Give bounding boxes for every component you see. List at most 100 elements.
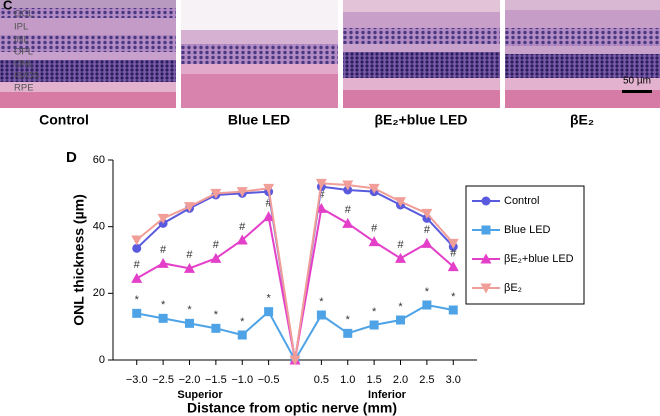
x-tick-label: 1.5: [366, 374, 381, 386]
point-label: *: [161, 299, 166, 311]
marker: [395, 197, 407, 208]
series-line: [136, 182, 455, 361]
series-line: [136, 303, 454, 363]
legend-label: βE₂+blue LED: [504, 253, 574, 265]
panel-label: C: [3, 0, 13, 12]
marker: [236, 187, 248, 198]
x-tick-label: 2.0: [393, 374, 408, 386]
marker: [131, 235, 143, 246]
marker: [368, 236, 380, 247]
point-label: *: [346, 314, 351, 326]
marker: [210, 188, 222, 199]
marker: [211, 323, 221, 333]
marker: [316, 310, 326, 320]
marker: [342, 180, 354, 191]
marker: [447, 238, 459, 249]
marker: [263, 183, 275, 194]
marker: [422, 300, 432, 310]
marker: [183, 202, 195, 213]
point-label: *: [135, 294, 140, 306]
x-tick-label: −0.5: [258, 374, 280, 386]
marker: [132, 243, 142, 253]
image-be2: [505, 0, 660, 108]
marker: [157, 257, 169, 268]
point-label: *: [187, 304, 192, 316]
image-control: [0, 0, 176, 108]
marker: [396, 315, 406, 325]
region-label: Superior: [177, 389, 223, 401]
x-tick-label: 1.0: [340, 374, 355, 386]
x-tick-label: 2.5: [419, 374, 434, 386]
point-label: #: [134, 259, 141, 271]
marker: [480, 283, 492, 294]
image-caption: βE₂+blue LED: [375, 112, 468, 128]
point-label: *: [214, 309, 219, 321]
point-label: #: [266, 198, 273, 210]
layer-label: RPE: [14, 83, 34, 94]
x-tick-label: 3.0: [446, 374, 461, 386]
point-label: *: [319, 296, 324, 308]
marker: [448, 305, 458, 315]
point-label: *: [425, 286, 430, 298]
marker: [184, 318, 194, 328]
legend-label: Blue LED: [504, 224, 551, 236]
point-label: #: [424, 224, 431, 236]
layer-label: GCL: [14, 9, 34, 20]
x-tick-label: −1.5: [205, 374, 227, 386]
point-label: #: [160, 244, 167, 256]
point-label: #: [397, 239, 404, 251]
marker: [342, 217, 354, 228]
point-label: #: [239, 221, 246, 233]
marker: [264, 307, 274, 317]
marker: [157, 213, 169, 224]
marker: [236, 234, 248, 245]
marker: [481, 225, 491, 235]
image-be2-blue-led: [343, 0, 500, 108]
marker: [263, 211, 275, 222]
marker: [395, 252, 407, 263]
y-tick-label: 40: [93, 221, 105, 233]
y-tick-label: 20: [93, 287, 105, 299]
marker: [368, 183, 380, 194]
marker: [289, 355, 301, 366]
image-caption: Blue LED: [228, 112, 290, 128]
image-blue-led: [181, 0, 338, 108]
marker: [481, 196, 491, 206]
layer-label: OPL: [14, 47, 33, 58]
series-line: [136, 206, 454, 361]
marker: [315, 178, 327, 189]
layer-label: ONL: [14, 59, 34, 70]
layer-label: IPL: [14, 22, 28, 33]
y-axis-label: ONL thickness (µm): [71, 194, 87, 326]
marker: [210, 252, 222, 263]
layer-label: IS/OS: [14, 71, 39, 82]
x-tick-label: −2.5: [152, 374, 174, 386]
scale-bar-label: 50 µm: [623, 76, 651, 87]
marker: [421, 237, 433, 248]
marker: [480, 253, 492, 264]
point-label: *: [451, 291, 456, 303]
image-caption: Control: [39, 112, 89, 128]
scale-bar: [622, 90, 652, 93]
marker: [447, 261, 459, 272]
point-label: #: [213, 239, 220, 251]
marker: [131, 272, 143, 283]
series-line: [136, 185, 454, 361]
y-tick-label: 60: [93, 154, 105, 166]
legend-label: Control: [504, 195, 539, 207]
x-tick-label: −1.0: [231, 374, 253, 386]
layer-label: INL: [14, 35, 29, 46]
marker: [315, 202, 327, 213]
y-tick-label: 0: [99, 354, 105, 366]
image-caption: βE₂: [570, 112, 594, 128]
point-label: *: [398, 301, 403, 313]
marker: [421, 208, 433, 219]
point-label: *: [240, 316, 245, 328]
x-tick-label: 0.5: [314, 374, 329, 386]
panel-label: D: [66, 149, 77, 166]
marker: [237, 330, 247, 340]
marker: [183, 262, 195, 273]
marker: [369, 320, 379, 330]
